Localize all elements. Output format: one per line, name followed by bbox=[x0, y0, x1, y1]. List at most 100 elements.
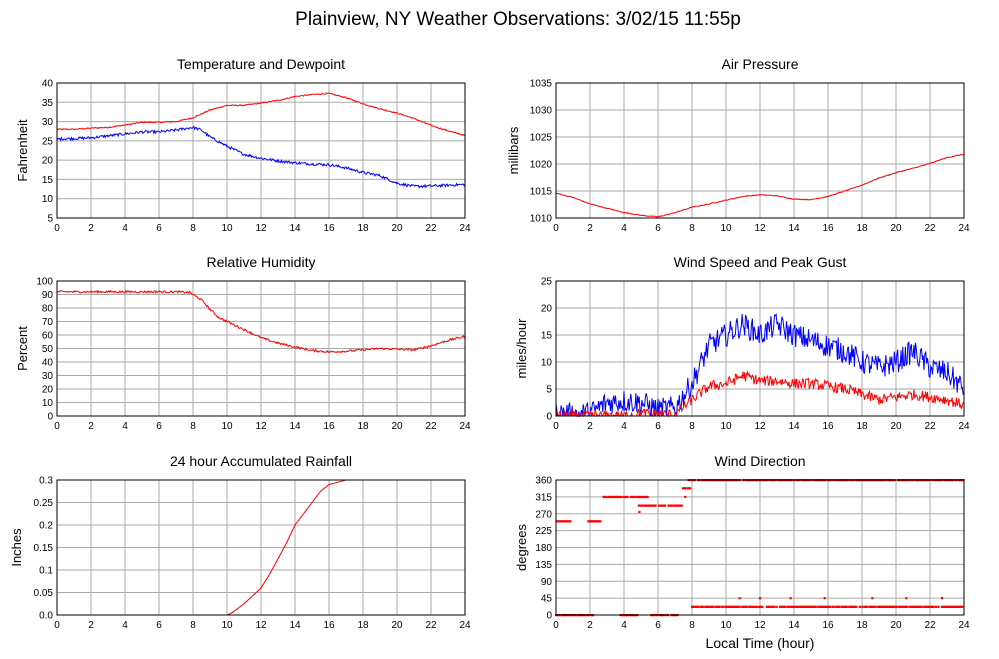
x-tick-label: 20 bbox=[391, 421, 403, 432]
scatter-point bbox=[858, 605, 861, 608]
scatter-point bbox=[848, 605, 851, 608]
scatter-point bbox=[562, 520, 565, 523]
scatter-point bbox=[932, 605, 935, 608]
x-tick-label: 24 bbox=[459, 223, 471, 234]
y-tick-label: 40 bbox=[42, 358, 54, 369]
scatter-point bbox=[645, 495, 648, 499]
x-tick-label: 12 bbox=[754, 620, 766, 631]
scatter-point bbox=[829, 605, 832, 608]
scatter-point bbox=[843, 605, 846, 608]
scatter-point bbox=[565, 520, 568, 523]
page-title: Plainview, NY Weather Observations: 3/02… bbox=[295, 9, 741, 30]
scatter-point bbox=[821, 605, 825, 608]
scatter-point bbox=[798, 605, 801, 608]
scatter-point bbox=[604, 495, 608, 499]
x-tick-label: 22 bbox=[924, 223, 936, 234]
y-tick-label: 1020 bbox=[530, 160, 553, 171]
scatter-point bbox=[596, 520, 600, 523]
x-tick-label: 20 bbox=[391, 620, 403, 631]
x-tick-label: 4 bbox=[122, 620, 128, 631]
scatter-point bbox=[678, 504, 681, 507]
x-tick-label: 22 bbox=[425, 223, 437, 234]
scatter-point bbox=[901, 605, 904, 608]
plot-frame bbox=[555, 280, 965, 417]
scatter-point bbox=[888, 605, 891, 608]
scatter-point bbox=[699, 605, 702, 608]
y-tick-label: 45 bbox=[541, 594, 553, 605]
scatter-point bbox=[738, 597, 741, 600]
scatter-point bbox=[825, 605, 828, 608]
scatter-point bbox=[640, 495, 643, 499]
scatter-point bbox=[863, 605, 866, 608]
plot-frame bbox=[56, 82, 466, 219]
scatter-point bbox=[892, 605, 895, 608]
y-tick-label: 90 bbox=[541, 577, 553, 588]
x-tick-label: 6 bbox=[655, 223, 661, 234]
scatter-point bbox=[884, 605, 888, 608]
scatter-point bbox=[895, 605, 898, 608]
x-tick-label: 12 bbox=[754, 223, 766, 234]
scatter-point bbox=[708, 605, 712, 608]
scatter-point bbox=[736, 605, 739, 608]
x-tick-label: 18 bbox=[856, 421, 868, 432]
scatter-point bbox=[566, 520, 570, 523]
scatter-point bbox=[633, 495, 636, 499]
x-tick-label: 20 bbox=[890, 421, 902, 432]
scatter-point bbox=[607, 495, 610, 499]
scatter-point bbox=[789, 605, 792, 608]
scatter-point bbox=[557, 520, 560, 523]
y-tick-label: 225 bbox=[535, 526, 552, 537]
scatter-point bbox=[865, 605, 869, 608]
y-axis-label: Fahrenheit bbox=[15, 119, 30, 182]
scatter-point bbox=[729, 605, 732, 608]
scatter-point bbox=[804, 605, 807, 608]
scatter-point bbox=[675, 504, 679, 507]
scatter-point bbox=[689, 487, 692, 490]
x-tick-label: 4 bbox=[122, 421, 128, 432]
x-tick-label: 8 bbox=[190, 223, 196, 234]
x-tick-label: 22 bbox=[924, 421, 936, 432]
x-tick-label: 2 bbox=[88, 421, 94, 432]
x-tick-label: 12 bbox=[255, 421, 267, 432]
x-tick-label: 12 bbox=[255, 620, 267, 631]
scatter-point bbox=[842, 605, 845, 608]
scatter-point bbox=[692, 605, 695, 608]
scatter-point bbox=[902, 605, 906, 608]
y-tick-label: 0.05 bbox=[34, 588, 54, 599]
chart-title: Wind Speed and Peak Gust bbox=[674, 254, 847, 270]
scatter-point bbox=[608, 495, 611, 499]
scatter-point bbox=[632, 495, 635, 499]
x-tick-label: 24 bbox=[958, 620, 970, 631]
scatter-point bbox=[707, 605, 710, 608]
scatter-point bbox=[957, 605, 960, 608]
scatter-point bbox=[780, 605, 783, 608]
scatter-point bbox=[644, 504, 648, 507]
scatter-point bbox=[849, 605, 852, 608]
scatter-point bbox=[745, 605, 748, 608]
y-tick-label: 50 bbox=[42, 344, 54, 355]
series-line-0 bbox=[57, 479, 369, 616]
y-axis-label: Inches bbox=[9, 528, 24, 567]
scatter-point bbox=[740, 605, 744, 608]
y-tick-label: 0.1 bbox=[39, 566, 53, 577]
scatter-point bbox=[905, 597, 908, 600]
scatter-point bbox=[923, 605, 926, 608]
scatter-point bbox=[705, 605, 708, 608]
x-tick-label: 24 bbox=[958, 223, 970, 234]
scatter-point bbox=[800, 605, 803, 608]
scatter-point bbox=[760, 605, 763, 608]
scatter-point bbox=[738, 605, 741, 608]
x-tick-label: 8 bbox=[689, 620, 695, 631]
scatter-point bbox=[823, 605, 826, 608]
y-tick-label: 15 bbox=[541, 331, 553, 342]
scatter-point bbox=[949, 605, 952, 608]
scatter-point bbox=[840, 605, 844, 608]
y-tick-label: 0 bbox=[546, 611, 552, 622]
x-tick-label: 6 bbox=[156, 421, 162, 432]
scatter-point bbox=[900, 605, 903, 608]
scatter-point bbox=[680, 504, 683, 507]
scatter-point bbox=[894, 605, 897, 608]
x-tick-label: 16 bbox=[822, 421, 834, 432]
scatter-point bbox=[834, 605, 838, 608]
